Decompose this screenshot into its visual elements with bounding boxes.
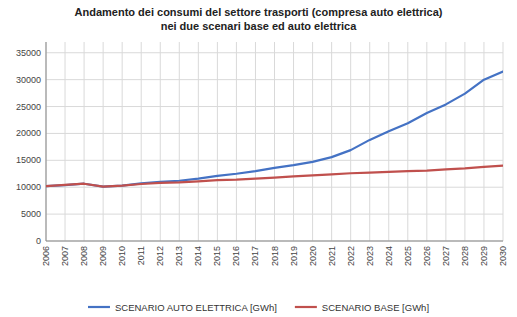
grid-line-x [369,42,370,241]
grid-line-x [331,42,332,241]
x-tick-label: 2011 [136,246,146,265]
x-tick-label: 2023 [365,246,375,266]
chart: Andamento dei consumi del settore traspo… [0,0,517,317]
grid-line-x [445,42,446,241]
x-tick-label: 2018 [270,246,280,266]
grid-line-x [122,42,123,241]
x-tick-label: 2021 [327,246,337,266]
x-tick-label: 2007 [60,246,70,266]
x-tick-label: 2015 [212,246,222,266]
x-tick-label: 2029 [479,246,489,266]
grid-line-x [312,42,313,241]
x-tick-label: 2010 [117,246,127,266]
x-tick-label: 2027 [441,246,451,266]
grid-line-x [426,42,427,241]
x-tick-label: 2024 [384,246,394,266]
y-tick-label: 0 [36,236,41,246]
plot-area [46,72,503,187]
grid-line-x [217,42,218,241]
x-axis-line [46,241,503,242]
grid [46,42,503,241]
legend-item: SCENARIO AUTO ELETTRICA [GWh] [88,302,277,313]
grid-line-x [407,42,408,241]
x-tick-label: 2020 [308,246,318,266]
grid-line-x [179,42,180,241]
x-tick-label: 2008 [79,246,89,266]
x-tick-label: 2009 [98,246,108,266]
grid-line-x [160,42,161,241]
grid-line-x [84,42,85,241]
legend-label: SCENARIO BASE [GWh] [322,302,429,313]
x-tick-label: 2012 [155,246,165,266]
y-tick-label: 15000 [16,155,41,165]
y-tick-label: 25000 [16,102,41,112]
axes: 0 5000 10000 15000 20000 25000 30000 35000 2006 2… [16,42,508,266]
x-tick-label: 2030 [498,246,508,266]
y-tick-label: 5000 [21,209,41,219]
x-tick-label: 2025 [403,246,413,266]
grid-line-x [464,42,465,241]
x-tick-label: 2013 [174,246,184,266]
grid-line-x [255,42,256,241]
x-tick-label: 2014 [193,246,203,266]
grid-line-x [483,42,484,241]
legend-swatch [88,306,110,308]
y-tick-label: 10000 [16,182,41,192]
x-tick-label: 2006 [41,246,51,266]
series-line [46,72,503,187]
grid-line-x [236,42,237,241]
grid-line-x [198,42,199,241]
series-line [46,166,503,187]
x-tick-label: 2019 [289,246,299,266]
x-tick-label: 2017 [250,246,260,266]
grid-line-x [350,42,351,241]
grid-line-x [65,42,66,241]
x-tick-label: 2026 [422,246,432,266]
y-tick-label: 35000 [16,48,41,58]
title: Andamento dei consumi del settore traspo… [75,6,443,18]
x-tick-label: 2016 [231,246,241,266]
grid-line-x [293,42,294,241]
legend-item: SCENARIO BASE [GWh] [295,302,429,313]
legend-swatch [295,306,317,308]
grid-line-y [46,241,503,242]
legend-label: SCENARIO AUTO ELETTRICA [GWh] [115,302,277,313]
legend: SCENARIO AUTO ELETTRICA [GWh] SCENARIO BA… [88,302,429,313]
subtitle: nei due scenari base ed auto elettrica [161,20,358,32]
x-tick-label: 2022 [346,246,356,266]
y-tick-label: 20000 [16,128,41,138]
grid-line-x [46,42,47,241]
grid-line-x [141,42,142,241]
y-axis-line [46,42,47,241]
x-tick-label: 2028 [460,246,470,266]
y-tick-label: 30000 [16,75,41,85]
grid-line-x [388,42,389,241]
grid-line-x [103,42,104,241]
grid-line-x [274,42,275,241]
